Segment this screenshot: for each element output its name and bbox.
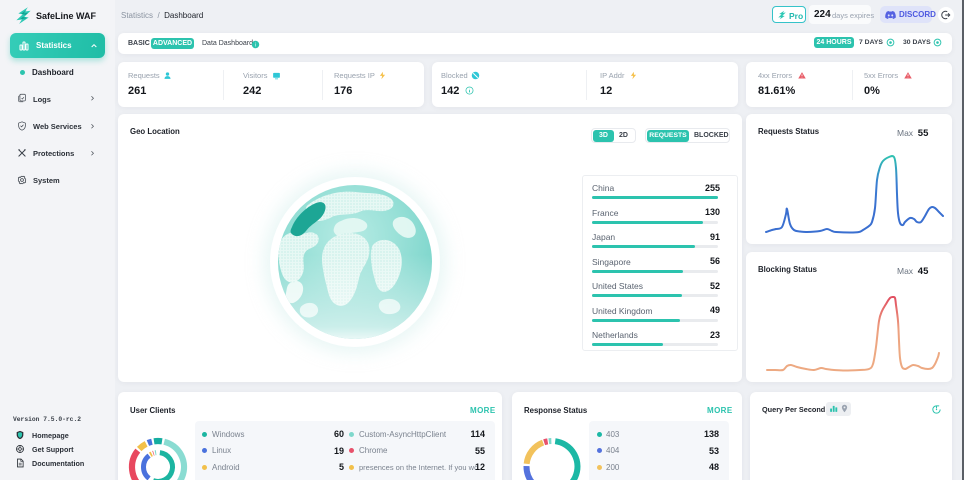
svg-text:i: i (255, 42, 256, 48)
